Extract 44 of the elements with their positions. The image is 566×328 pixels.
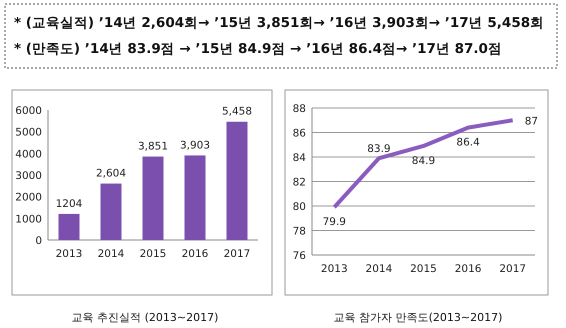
y-tick-label: 86 [292,128,306,140]
bar [226,122,248,240]
x-tick-label: 2014 [98,248,125,260]
text: * (교육실적) ’14년 2,604회→ ’15년 3,851회→ ’16년 3,903회→ ’17년 5,458회 [14,15,544,31]
x-tick-label: 2015 [410,263,437,275]
bar [184,155,206,240]
data-label: 3,851 [138,140,168,153]
data-label: 2,604 [96,168,126,180]
text: * (만족도) ’14년 83.9점 → ’15년 84.9점 → ’16년 86.4점→ ’17년 87.0점 [14,41,502,57]
y-tick-label: 76 [292,250,306,262]
text: 교육 참가자 만족도(2013~2017) [334,311,502,324]
y-tick-label: 3000 [15,170,42,182]
y-tick-label: 80 [292,201,306,213]
bar [142,156,164,240]
data-label: 83.9 [367,143,391,156]
data-label: 3,903 [180,139,210,152]
y-tick-label: 1000 [15,213,42,226]
y-tick-label: 88 [292,103,306,115]
bar [100,184,122,240]
x-tick-label: 2013 [56,248,82,260]
y-tick-label: 4000 [15,148,42,160]
data-label: 87 [524,115,538,128]
x-tick-label: 2016 [454,263,482,275]
data-label: 1204 [56,198,83,210]
text: 교육 추진실적 (2013~2017) [72,311,218,324]
y-tick-label: 78 [292,226,306,238]
x-tick-label: 2017 [499,263,526,275]
x-tick-label: 2014 [366,263,393,275]
x-tick-label: 2015 [140,248,166,260]
y-tick-label: 0 [35,235,42,247]
line-series [332,118,515,210]
data-label: 5,458 [222,106,252,118]
data-label: 84.9 [412,154,436,167]
bar [58,214,80,240]
y-tick-label: 84 [292,152,306,164]
x-tick-label: 2016 [182,248,209,260]
y-tick-label: 2000 [15,192,42,204]
y-tick-label: 6000 [15,105,42,117]
x-tick-label: 2017 [224,248,250,260]
y-tick-label: 82 [292,176,306,188]
data-label: 79.9 [322,216,346,228]
x-tick-label: 2013 [320,263,348,275]
y-tick-label: 5000 [15,126,42,139]
data-label: 86.4 [456,136,480,149]
